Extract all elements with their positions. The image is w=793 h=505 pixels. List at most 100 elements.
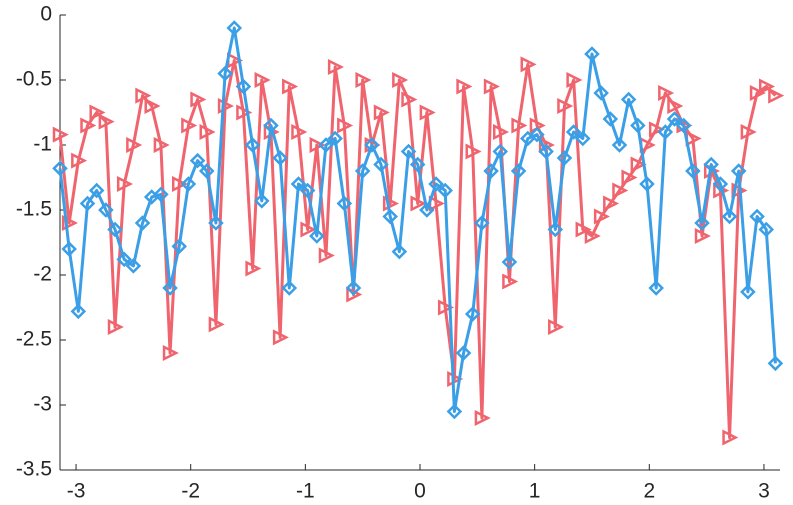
x-tick-label: 3 [758, 480, 770, 503]
marker [116, 175, 133, 193]
marker [61, 214, 78, 232]
marker [254, 71, 271, 89]
marker [730, 163, 747, 179]
y-tick-label: -3 [33, 393, 52, 416]
y-tick-label: -1 [33, 133, 52, 156]
marker [309, 136, 326, 154]
marker [722, 429, 739, 446]
y-tick-label: -1.5 [16, 198, 52, 221]
marker [658, 84, 675, 102]
marker [455, 345, 472, 361]
marker [281, 280, 298, 296]
marker [511, 117, 528, 134]
marker [98, 113, 115, 130]
marker [556, 150, 573, 166]
marker [648, 121, 665, 138]
marker [575, 130, 591, 147]
marker [290, 176, 307, 192]
marker [153, 136, 170, 154]
marker [703, 156, 719, 173]
marker [190, 91, 207, 108]
x-tick-label: -1 [296, 480, 315, 503]
x-tick-label: 0 [414, 480, 426, 503]
marker [520, 56, 537, 73]
marker [199, 123, 216, 141]
marker [88, 182, 105, 199]
marker [548, 318, 565, 336]
marker [529, 126, 545, 143]
y-tick-label: -0.5 [16, 68, 52, 91]
marker [263, 117, 279, 134]
marker [181, 117, 198, 134]
marker [565, 124, 582, 140]
marker [327, 130, 343, 147]
marker [392, 71, 409, 89]
marker [134, 215, 151, 231]
marker [474, 215, 490, 231]
y-tick-label: 0 [40, 3, 52, 26]
marker [612, 182, 629, 199]
marker [126, 136, 143, 154]
marker [611, 137, 628, 153]
x-tick-label: 1 [529, 480, 541, 503]
marker [758, 78, 776, 95]
marker [70, 303, 87, 320]
marker [493, 123, 510, 141]
marker [400, 143, 417, 160]
marker [235, 78, 252, 95]
marker [382, 195, 399, 212]
marker [502, 273, 519, 290]
x-tick-label: -2 [181, 480, 200, 503]
marker [327, 58, 344, 76]
marker [437, 299, 455, 316]
marker [446, 403, 463, 420]
marker [409, 156, 426, 173]
marker [639, 176, 655, 192]
marker [538, 143, 554, 160]
marker [410, 195, 427, 212]
series-line [58, 26, 777, 413]
marker [391, 243, 408, 260]
marker [465, 143, 482, 160]
marker [318, 137, 334, 153]
marker [107, 318, 124, 336]
marker [52, 126, 69, 143]
marker [217, 65, 233, 82]
marker [584, 46, 600, 62]
marker [272, 329, 289, 346]
marker [254, 193, 270, 209]
marker [464, 306, 481, 322]
marker [373, 104, 390, 121]
marker [492, 143, 509, 160]
marker [749, 208, 765, 225]
marker [630, 156, 647, 173]
marker [245, 260, 262, 277]
marker [299, 182, 316, 199]
marker [557, 97, 574, 115]
marker [758, 221, 775, 238]
marker [768, 87, 785, 104]
marker [80, 117, 97, 134]
marker [483, 163, 499, 179]
marker [236, 104, 253, 121]
marker [474, 409, 491, 427]
marker [373, 156, 389, 173]
marker [566, 71, 583, 89]
marker [171, 175, 189, 193]
marker [354, 163, 371, 179]
marker [226, 20, 243, 36]
marker [419, 202, 435, 218]
marker [135, 87, 152, 104]
marker [198, 163, 215, 179]
marker [510, 163, 527, 179]
marker [621, 169, 638, 186]
marker [89, 104, 106, 121]
marker [419, 104, 436, 121]
marker [694, 215, 710, 231]
marker [666, 111, 683, 127]
marker [52, 160, 68, 177]
marker [749, 84, 766, 102]
marker [712, 176, 729, 192]
marker [428, 176, 444, 192]
